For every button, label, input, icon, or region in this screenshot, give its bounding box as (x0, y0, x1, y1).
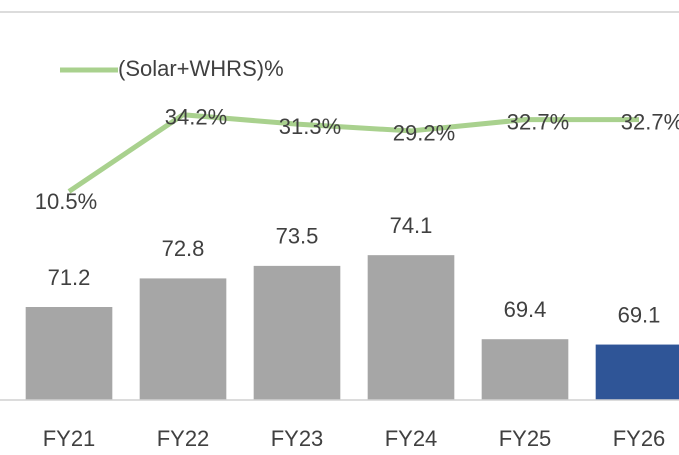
data-label: 34.2% (165, 105, 227, 130)
data-label: 10.5% (35, 189, 97, 214)
data-label: 69.1 (618, 302, 661, 327)
data-label: 72.8 (162, 236, 205, 261)
data-label: 32.7% (621, 109, 679, 134)
legend-label: (Solar+WHRS)% (118, 56, 284, 81)
bar (25, 307, 113, 400)
x-tick-label: FY22 (157, 426, 210, 451)
x-tick-label: FY24 (385, 426, 438, 451)
data-label: 74.1 (390, 213, 433, 238)
bar (595, 344, 679, 400)
x-tick-label: FY26 (613, 426, 666, 451)
data-label: 71.2 (48, 265, 91, 290)
data-label: 32.7% (507, 109, 569, 134)
x-tick-label: FY25 (499, 426, 552, 451)
data-label: 69.4 (504, 297, 547, 322)
x-tick-label: FY23 (271, 426, 324, 451)
x-tick-label: FY21 (43, 426, 96, 451)
bar (139, 278, 227, 400)
line (67, 112, 639, 194)
data-label: 29.2% (393, 121, 455, 146)
bar (367, 255, 455, 400)
bar (253, 265, 341, 400)
data-label: 31.3% (279, 114, 341, 139)
data-label: 73.5 (276, 224, 319, 249)
bar (481, 339, 569, 400)
